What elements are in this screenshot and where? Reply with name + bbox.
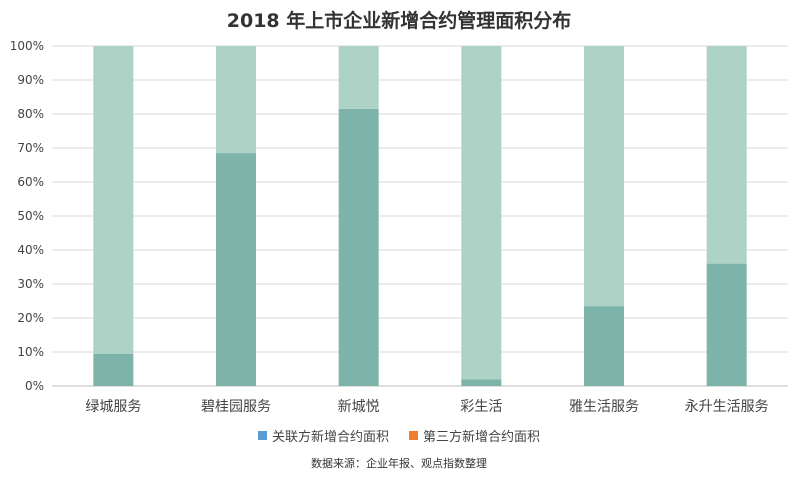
- y-tick-label: 70%: [17, 141, 44, 155]
- y-tick-label: 60%: [17, 175, 44, 189]
- x-tick-label: 绿城服务: [85, 399, 141, 415]
- y-tick-label: 100%: [10, 39, 44, 53]
- bar-related: [706, 263, 747, 386]
- x-tick-label: 永升生活服务: [685, 399, 769, 415]
- x-tick-label: 碧桂园服务: [201, 399, 271, 415]
- y-tick-label: 50%: [17, 209, 44, 223]
- bar-third-party: [216, 46, 256, 154]
- x-tick-label: 雅生活服务: [569, 399, 639, 415]
- chart-title: 2018 年上市企业新增合约管理面积分布: [226, 10, 572, 32]
- bar-third-party: [584, 46, 624, 307]
- bar-third-party: [93, 46, 134, 354]
- y-tick-label: 10%: [17, 345, 44, 359]
- bar-related: [216, 153, 256, 386]
- legend-label-third-party: 第三方新增合约面积: [423, 430, 541, 445]
- legend-item-related: 关联方新增合约面积: [257, 426, 389, 445]
- legend-swatch-related: [257, 431, 267, 440]
- legend-swatch-third-party: [409, 431, 418, 440]
- data-source-note: 数据来源：企业年报、观点指数整理: [311, 457, 487, 470]
- y-tick-label: 80%: [17, 107, 44, 121]
- y-tick-label: 90%: [17, 73, 44, 87]
- legend: 关联方新增合约面积 第三方新增合约面积: [0, 426, 798, 445]
- x-tick-label: 彩生活: [460, 399, 502, 415]
- bar-third-party: [461, 46, 502, 380]
- bar-third-party: [338, 46, 379, 109]
- bar-related: [584, 306, 624, 386]
- y-tick-label: 0%: [25, 379, 44, 393]
- legend-item-third-party: 第三方新增合约面积: [409, 426, 540, 445]
- y-tick-label: 30%: [17, 277, 44, 291]
- bar-related: [93, 353, 134, 386]
- bar-third-party: [706, 46, 747, 264]
- bar-related: [461, 379, 502, 386]
- y-tick-label: 40%: [17, 243, 44, 257]
- legend-label-related: 关联方新增合约面积: [271, 430, 389, 445]
- y-tick-label: 20%: [17, 311, 44, 325]
- x-tick-label: 新城悦: [338, 399, 380, 415]
- bar-related: [338, 108, 379, 387]
